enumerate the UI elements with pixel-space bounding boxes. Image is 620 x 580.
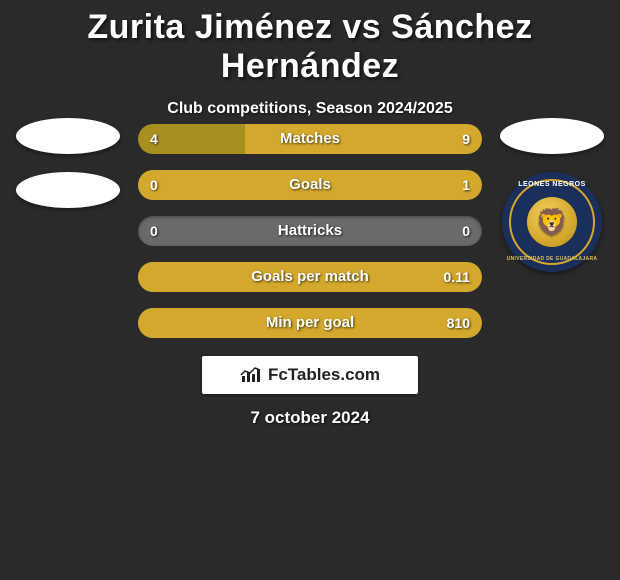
team-placeholder-ellipse: [500, 118, 604, 154]
comparison-card: Zurita Jiménez vs Sánchez Hernández Club…: [0, 0, 620, 580]
lion-icon: 🦁: [536, 209, 568, 235]
brand-box[interactable]: FcTables.com: [202, 356, 418, 394]
stat-row: 00Hattricks: [138, 216, 482, 246]
page-title: Zurita Jiménez vs Sánchez Hernández: [0, 0, 620, 86]
brand-text: FcTables.com: [268, 365, 380, 385]
right-team-column: LEONES NEGROS 🦁 UNIVERSIDAD DE GUADALAJARA: [492, 118, 612, 272]
stat-label: Goals per match: [138, 262, 482, 292]
date-label: 7 october 2024: [0, 408, 620, 428]
stat-row: 0.11Goals per match: [138, 262, 482, 292]
badge-center: 🦁: [527, 197, 577, 247]
stat-label: Matches: [138, 124, 482, 154]
stat-label: Goals: [138, 170, 482, 200]
left-team-column: [8, 118, 128, 226]
chart-icon: [240, 366, 262, 384]
stat-label: Hattricks: [138, 216, 482, 246]
subtitle: Club competitions, Season 2024/2025: [0, 100, 620, 118]
stat-row: 49Matches: [138, 124, 482, 154]
stat-label: Min per goal: [138, 308, 482, 338]
stat-row: 01Goals: [138, 170, 482, 200]
badge-text-bottom: UNIVERSIDAD DE GUADALAJARA: [502, 256, 602, 262]
team-placeholder-ellipse: [16, 172, 120, 208]
club-badge: LEONES NEGROS 🦁 UNIVERSIDAD DE GUADALAJARA: [502, 172, 602, 272]
badge-text-top: LEONES NEGROS: [502, 181, 602, 188]
stats-list: 49Matches 01Goals 00Hattricks 0.11Goals per…: [138, 124, 482, 354]
team-placeholder-ellipse: [16, 118, 120, 154]
stat-row: 810Min per goal: [138, 308, 482, 338]
